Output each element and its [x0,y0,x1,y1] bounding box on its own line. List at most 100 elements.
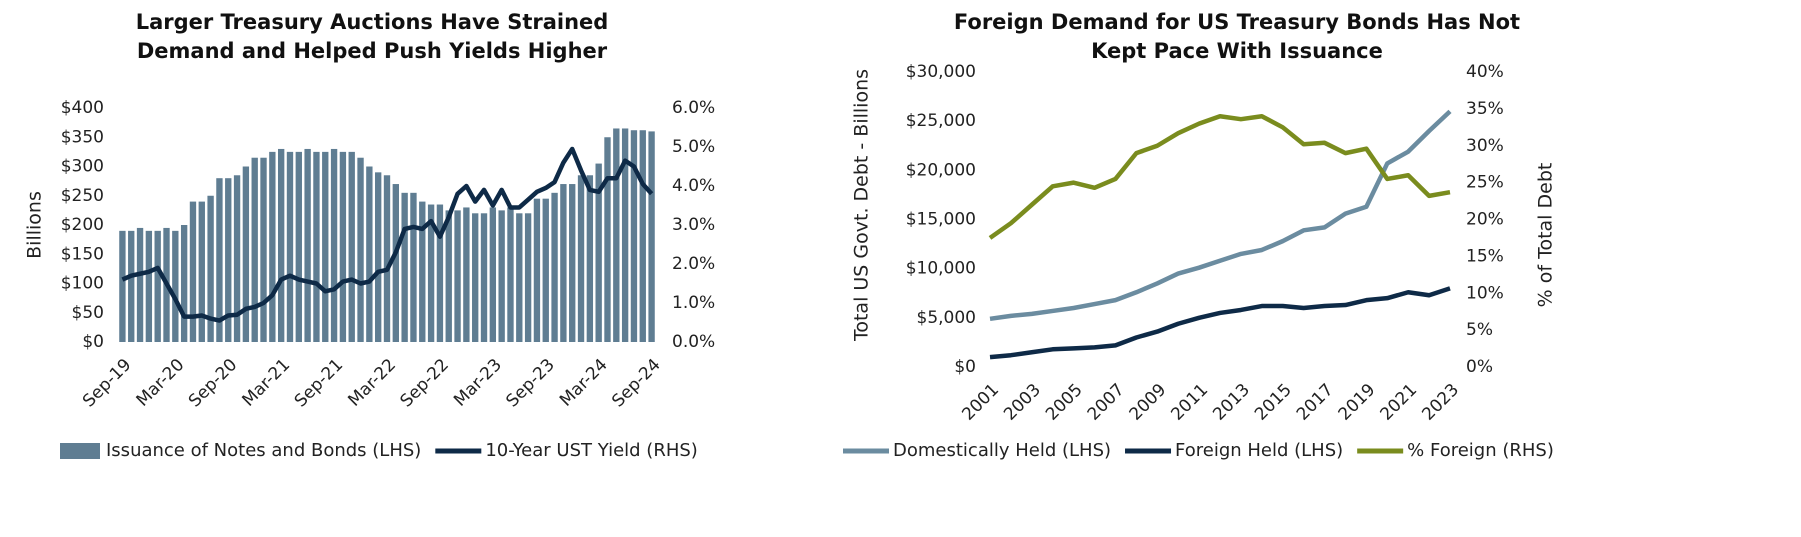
bar [180,225,188,342]
bar [260,157,267,342]
y-axis-label: Total US Govt. Debt - Billions [851,69,873,342]
bar [524,213,532,342]
bar [498,210,505,342]
bar [613,128,620,342]
bar [480,213,488,342]
bar [410,192,417,342]
x-tick-label: 2005 [1042,380,1087,425]
legend-label: 10-Year UST Yield (RHS) [485,440,698,461]
bar [604,137,611,342]
x-tick-label: 2019 [1335,380,1380,425]
y-tick-label: $50 [72,303,104,323]
y2-tick-label: 30% [1466,136,1504,156]
x-tick-label: Mar-24 [556,355,612,411]
line-series [121,146,654,323]
y2-tick-label: 4.0% [672,176,715,196]
y2-tick-label: 35% [1466,99,1504,119]
bar [348,151,355,342]
y-tick-label: $0 [954,357,976,377]
bar [463,207,470,342]
bar [154,230,161,342]
y2-tick-label: 0% [1466,357,1493,377]
bar [427,204,435,342]
x-tick-label: 2015 [1251,380,1296,425]
x-tick-label: 2011 [1167,380,1212,425]
bar [569,184,576,342]
x-tick-label: Sep-23 [502,355,558,411]
bar [533,198,541,342]
y-tick-label: $250 [61,186,104,206]
x-tick-label: Sep-19 [79,355,135,411]
y-tick-label: $0 [82,332,104,352]
y2-tick-label: 5% [1466,320,1493,340]
bar [630,130,638,342]
y-tick-label: $25,000 [906,111,976,131]
y2-axis-label: % of Total Debt [1535,163,1557,308]
bar [383,175,391,342]
bar [551,192,558,342]
y-tick-label: $300 [61,157,104,177]
chart-title: Larger Treasury Auctions Have Strained D… [135,10,609,63]
bar [507,207,514,342]
chart-title: Foreign Demand for US Treasury Bonds Has… [953,10,1521,63]
x-tick-label: 2013 [1209,380,1254,425]
bar [339,151,347,342]
bar [595,163,602,342]
legend-swatch [60,443,100,459]
bar [172,230,179,342]
bar [286,151,294,342]
bar [251,157,258,342]
bar [242,166,250,342]
bar [586,175,594,342]
bar [419,201,426,342]
x-tick-label: 2007 [1084,380,1129,425]
line-series [989,109,1452,322]
legend-label: Foreign Held (LHS) [1175,440,1343,461]
bar [445,210,452,342]
x-tick-label: Sep-21 [291,355,347,411]
y-tick-label: $15,000 [906,210,976,230]
y2-tick-label: 20% [1466,210,1504,230]
y2-tick-label: 5.0% [672,137,715,157]
bar [322,151,329,342]
x-tick-label: Mar-23 [450,355,506,411]
bar [621,128,629,342]
bar [577,175,585,342]
bar [225,178,232,342]
x-tick-label: 2017 [1293,380,1338,425]
y2-tick-label: 2.0% [672,254,715,274]
bar [472,213,479,342]
y2-tick-label: 3.0% [672,215,715,235]
bar [233,175,241,342]
bar [375,172,382,342]
bar [516,213,523,342]
bar [639,130,646,342]
x-tick-label: Mar-22 [344,355,400,411]
x-tick-label: Sep-20 [185,355,241,411]
bar [304,148,311,342]
legend-label: Domestically Held (LHS) [893,440,1111,461]
y-tick-label: $30,000 [906,62,976,82]
bar [136,227,144,342]
bar [207,195,214,342]
bar [357,157,364,342]
y-axis-label: Billions [24,191,46,259]
y-tick-label: $20,000 [906,160,976,180]
x-tick-label: 2023 [1418,380,1463,425]
bar [560,184,567,342]
bar [454,210,461,342]
bar [330,148,338,342]
legend-label: Issuance of Notes and Bonds (LHS) [106,440,421,461]
x-tick-label: 2009 [1126,380,1171,425]
y2-tick-label: 6.0% [672,98,715,118]
bar [489,207,497,342]
y-tick-label: $150 [61,244,104,264]
y-tick-label: $350 [61,127,104,147]
x-tick-label: 2021 [1377,380,1422,425]
x-tick-label: Sep-22 [397,355,453,411]
bar [216,178,223,342]
line-series [989,286,1451,360]
y2-tick-label: 15% [1466,246,1504,266]
bar [366,166,373,342]
y2-tick-label: 25% [1466,173,1504,193]
